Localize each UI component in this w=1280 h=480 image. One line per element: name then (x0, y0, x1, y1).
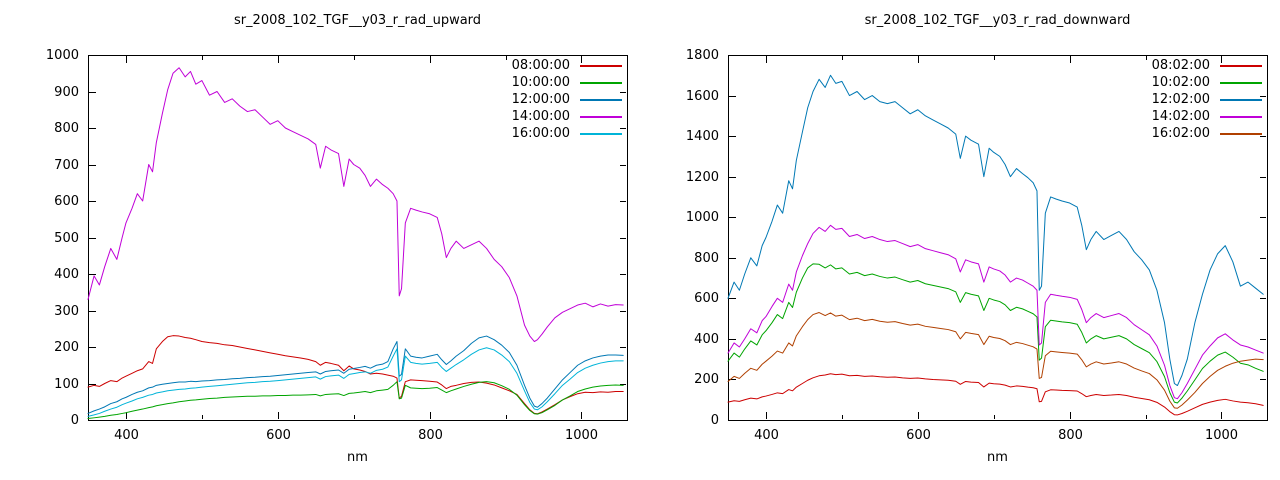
legend-line-sample (1220, 64, 1262, 67)
chart-panel-downward: sr_2008_102_TGF__y03_r_rad_downward 08:0… (640, 0, 1280, 480)
legend-line-sample (1220, 98, 1262, 101)
x-axis-label-downward: nm (987, 450, 1008, 465)
legend-label: 14:02:00 (1151, 109, 1210, 124)
legend-line-sample (1220, 115, 1262, 118)
legend-line-sample (580, 81, 622, 84)
legend-line-sample (580, 98, 622, 101)
legend-item: 16:02:00 (1152, 125, 1262, 142)
legend-label: 08:02:00 (1151, 58, 1210, 73)
plot-canvas-upward (0, 0, 640, 480)
legend-item: 14:00:00 (512, 108, 622, 125)
legend-line-sample (1220, 132, 1262, 135)
legend-label: 12:02:00 (1151, 92, 1210, 107)
legend-line-sample (580, 132, 622, 135)
legend-label: 16:02:00 (1151, 126, 1210, 141)
legend-item: 16:00:00 (512, 125, 622, 142)
legend-label: 12:00:00 (511, 92, 570, 107)
legend-label: 08:00:00 (511, 58, 570, 73)
x-axis-label-upward: nm (347, 450, 368, 465)
legend-label: 10:02:00 (1151, 75, 1210, 90)
legend-label: 16:00:00 (511, 126, 570, 141)
legend-label: 14:00:00 (511, 109, 570, 124)
legend-item: 12:00:00 (512, 91, 622, 108)
chart-title-downward: sr_2008_102_TGF__y03_r_rad_downward (864, 13, 1131, 28)
legend-line-sample (580, 115, 622, 118)
legend-upward: 08:00:00 10:00:00 12:00:00 14:00:00 16:00:00 (512, 57, 622, 142)
legend-item: 10:02:00 (1152, 74, 1262, 91)
legend-line-sample (580, 64, 622, 67)
legend-item: 14:02:00 (1152, 108, 1262, 125)
legend-line-sample (1220, 81, 1262, 84)
plot-canvas-downward (640, 0, 1280, 480)
legend-label: 10:00:00 (511, 75, 570, 90)
chart-panel-upward: sr_2008_102_TGF__y03_r_rad_upward 08:00:… (0, 0, 640, 480)
legend-item: 08:02:00 (1152, 57, 1262, 74)
legend-item: 10:00:00 (512, 74, 622, 91)
legend-item: 08:00:00 (512, 57, 622, 74)
legend-downward: 08:02:00 10:02:00 12:02:00 14:02:00 16:02:00 (1152, 57, 1262, 142)
chart-title-upward: sr_2008_102_TGF__y03_r_rad_upward (233, 13, 482, 28)
legend-item: 12:02:00 (1152, 91, 1262, 108)
